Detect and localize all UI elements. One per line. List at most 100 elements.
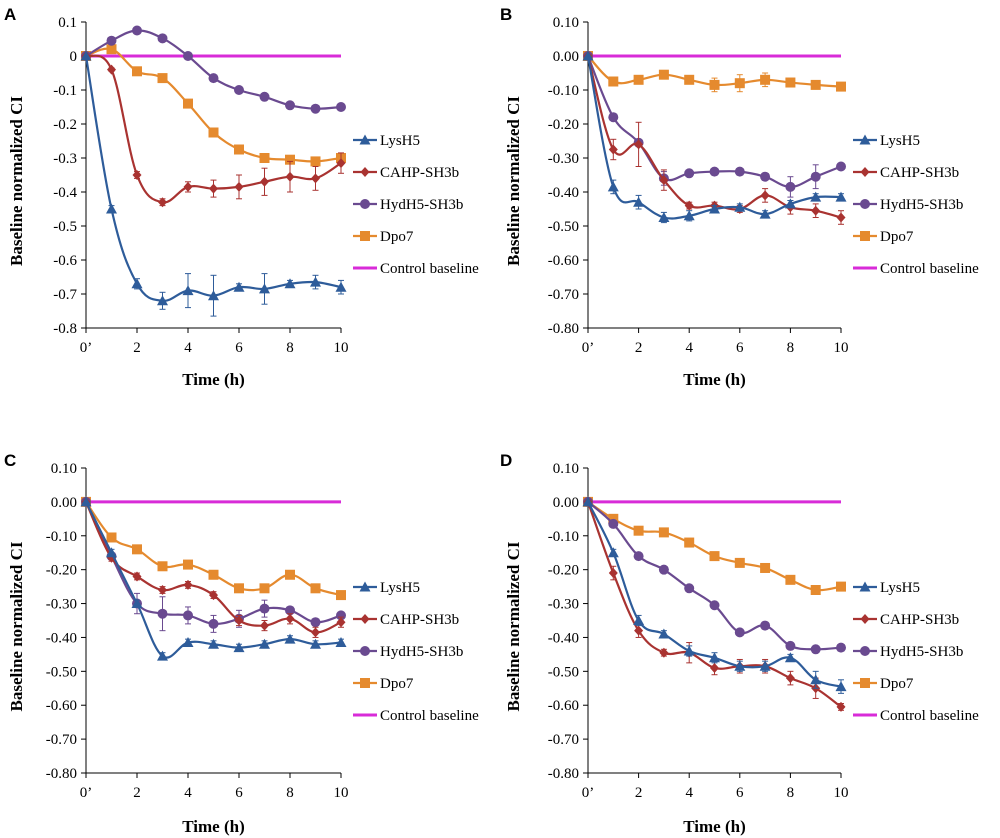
x-tick-label: 6 bbox=[736, 785, 744, 801]
data-point bbox=[106, 547, 117, 558]
data-point bbox=[285, 154, 295, 165]
series-dpo7 bbox=[583, 496, 846, 595]
data-point bbox=[157, 33, 168, 44]
series-line bbox=[85, 29, 342, 110]
legend-label: Control baseline bbox=[380, 708, 479, 724]
y-tick-label: -0.20 bbox=[46, 563, 77, 579]
y-tick-label: -0.1 bbox=[53, 83, 77, 99]
legend-label: CAHP-SH3b bbox=[880, 612, 959, 628]
series-dpo7 bbox=[583, 51, 846, 93]
data-point bbox=[836, 212, 846, 223]
legend-item: Control baseline bbox=[853, 261, 979, 277]
data-point bbox=[107, 64, 116, 75]
legend-label: LysH5 bbox=[880, 133, 920, 149]
x-tick-label: 4 bbox=[685, 785, 693, 801]
data-point bbox=[709, 203, 720, 214]
data-point bbox=[607, 181, 619, 192]
data-point bbox=[80, 50, 92, 61]
data-point bbox=[208, 127, 219, 138]
data-point bbox=[183, 610, 193, 621]
y-tick-label: 0.00 bbox=[553, 495, 579, 511]
data-point bbox=[734, 557, 745, 568]
data-point bbox=[760, 190, 770, 201]
legend-label: LysH5 bbox=[380, 580, 420, 596]
y-tick-label: -0.30 bbox=[46, 597, 77, 613]
legend-marker bbox=[360, 199, 370, 209]
legend: LysH5 CAHP-SH3b HydH5-SH3b Dpo7 Control base… bbox=[353, 133, 479, 277]
data-point bbox=[208, 73, 219, 84]
x-tick-label: 10 bbox=[834, 785, 849, 801]
legend-item: LysH5 bbox=[353, 133, 420, 149]
legend: LysH5 CAHP-SH3b HydH5-SH3b Dpo7 Control base… bbox=[353, 580, 479, 724]
y-tick-label: -0.60 bbox=[548, 698, 579, 714]
legend-marker bbox=[359, 134, 371, 145]
data-point bbox=[683, 210, 695, 221]
data-point bbox=[157, 73, 168, 84]
data-point bbox=[582, 50, 594, 61]
data-point bbox=[709, 166, 720, 177]
data-point bbox=[811, 205, 821, 216]
legend-label: Control baseline bbox=[880, 708, 979, 724]
data-point bbox=[335, 637, 347, 648]
data-point bbox=[285, 100, 295, 111]
y-axis-title: Baseline normalized CI bbox=[7, 96, 26, 266]
legend-marker bbox=[860, 231, 870, 241]
data-point bbox=[182, 637, 194, 648]
data-point bbox=[132, 25, 142, 36]
series-line bbox=[587, 501, 842, 651]
data-point bbox=[633, 525, 644, 536]
data-point bbox=[106, 532, 117, 543]
y-tick-label: -0.3 bbox=[53, 151, 77, 167]
data-point bbox=[183, 98, 193, 109]
data-point bbox=[684, 168, 695, 179]
data-point bbox=[709, 551, 720, 562]
y-tick-label: -0.30 bbox=[548, 151, 579, 167]
legend-label: Control baseline bbox=[380, 261, 479, 277]
data-point bbox=[658, 212, 670, 222]
legend-label: HydH5-SH3b bbox=[380, 197, 463, 213]
y-tick-label: -0.60 bbox=[46, 698, 77, 714]
data-point bbox=[608, 76, 619, 87]
x-tick-label: 8 bbox=[286, 785, 294, 801]
y-tick-label: -0.10 bbox=[548, 529, 579, 545]
data-point bbox=[284, 633, 296, 644]
data-point bbox=[633, 615, 645, 625]
legend-item: Dpo7 bbox=[353, 229, 414, 245]
panel-d: D 0.10 0.00 -0.10 -0.20 -0.30 -0.40 -0.50 -0.60 -… bbox=[500, 451, 979, 836]
data-point bbox=[310, 617, 321, 628]
legend-marker bbox=[859, 581, 871, 592]
data-point bbox=[710, 662, 719, 673]
legend-marker bbox=[359, 581, 371, 592]
y-tick-label: 0.10 bbox=[51, 461, 77, 477]
x-axis-title: Time (h) bbox=[683, 370, 746, 389]
data-point bbox=[659, 647, 669, 658]
x-tick-label: 0’ bbox=[80, 785, 93, 801]
legend-label: Dpo7 bbox=[380, 229, 414, 245]
data-point bbox=[310, 103, 321, 114]
data-point bbox=[684, 74, 695, 85]
series-line bbox=[85, 47, 342, 163]
data-point bbox=[785, 640, 796, 651]
data-point bbox=[759, 208, 771, 219]
data-point bbox=[785, 77, 796, 88]
series-lysh5 bbox=[582, 50, 847, 224]
y-tick-label: -0.40 bbox=[548, 185, 579, 201]
data-point bbox=[106, 35, 117, 46]
data-point bbox=[633, 74, 644, 85]
data-point bbox=[260, 620, 269, 631]
y-tick-label: -0.70 bbox=[46, 732, 77, 748]
data-point bbox=[633, 551, 644, 562]
y-tick-label: -0.80 bbox=[46, 766, 77, 782]
y-tick-label: -0.6 bbox=[53, 253, 77, 269]
y-tick-label: 0.10 bbox=[553, 461, 579, 477]
data-point bbox=[785, 574, 796, 585]
y-tick-label: -0.8 bbox=[53, 321, 77, 337]
legend-item: Control baseline bbox=[853, 708, 979, 724]
series-lysh5 bbox=[582, 496, 847, 694]
data-point bbox=[659, 175, 669, 186]
data-point bbox=[709, 652, 720, 663]
data-point bbox=[208, 638, 219, 649]
legend-marker bbox=[860, 614, 870, 624]
y-tick-label: -0.10 bbox=[548, 83, 579, 99]
